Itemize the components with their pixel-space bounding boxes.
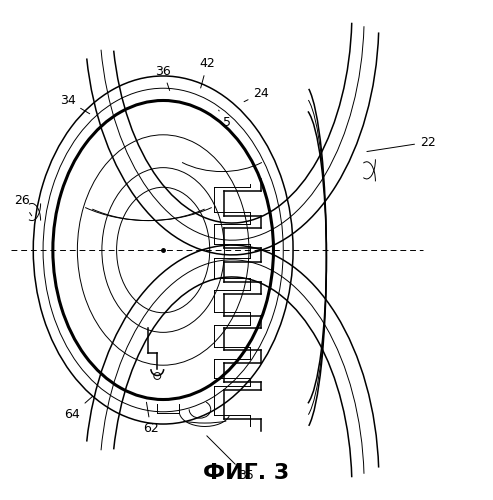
Text: 35: 35 bbox=[207, 436, 254, 482]
Text: 24: 24 bbox=[244, 86, 269, 102]
Text: 26: 26 bbox=[14, 194, 32, 216]
Text: 5: 5 bbox=[218, 110, 231, 129]
Text: 64: 64 bbox=[65, 396, 93, 420]
Text: 22: 22 bbox=[367, 136, 436, 152]
Text: ФИГ. 3: ФИГ. 3 bbox=[204, 463, 289, 483]
Text: 42: 42 bbox=[199, 57, 215, 88]
Text: 36: 36 bbox=[155, 64, 171, 90]
Text: 62: 62 bbox=[143, 402, 159, 436]
Text: 34: 34 bbox=[60, 94, 90, 114]
